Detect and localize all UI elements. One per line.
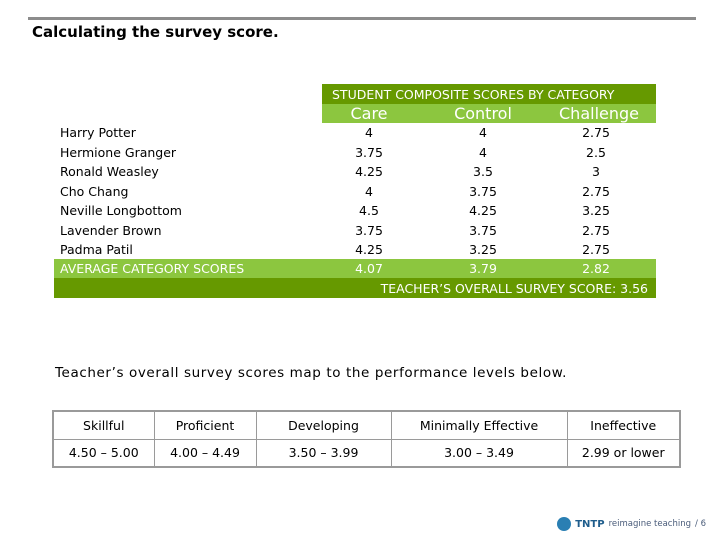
overall-score: TEACHER’S OVERALL SURVEY SCORE: 3.56 [380,281,648,296]
student-name: Padma Patil [60,242,133,257]
table-row: Ronald Weasley 4.25 3.5 3 [54,162,656,181]
table-row: Neville Longbottom 4.5 4.25 3.25 [54,201,656,220]
range-skillful: 4.50 – 5.00 [52,438,155,468]
average-control: 3.79 [469,261,497,276]
challenge-score: 2.5 [586,144,606,160]
table-row: Cho Chang 4 3.75 2.75 [54,182,656,201]
range-ineffective: 2.99 or lower [566,438,681,468]
student-name: Hermione Granger [60,144,177,160]
control-score: 3.5 [473,164,493,179]
student-name: Neville Longbottom [60,203,182,218]
brand-tagline: reimagine teaching [608,519,692,529]
table-row: Hermione Granger 3.75 4 2.5 [54,143,656,162]
care-score: 4 [365,183,373,199]
level-proficient: Proficient [153,410,257,440]
brand-name: TNTP [575,518,605,530]
care-score: 4.25 [355,164,383,179]
average-care: 4.07 [355,261,383,276]
control-score: 3.75 [469,222,497,238]
challenge-score: 2.75 [582,222,610,238]
control-score: 3.25 [469,242,497,257]
care-score: 4.25 [355,242,383,257]
range-minimally-effective: 3.00 – 3.49 [390,438,568,468]
challenge-score: 2.75 [582,183,610,199]
column-header-challenge: Challenge [559,104,639,123]
table-row: Lavender Brown 3.75 3.75 2.75 [54,221,656,240]
care-score: 4.5 [359,203,379,218]
column-headers: Care Control Challenge [322,104,656,123]
challenge-score: 3 [592,164,600,179]
table-header: STUDENT COMPOSITE SCORES BY CATEGORY [322,84,656,104]
level-minimally-effective: Minimally Effective [390,410,568,440]
column-header-control: Control [454,104,512,123]
average-challenge: 2.82 [582,261,610,276]
student-name: Lavender Brown [60,222,162,238]
page-number: / 6 [695,519,706,529]
level-ineffective: Ineffective [566,410,681,440]
title-rule [28,17,696,20]
level-header-row: Skillful Proficient Developing Minimally… [52,410,681,440]
average-row: AVERAGE CATEGORY SCORES 4.07 3.79 2.82 [54,259,656,278]
performance-map-caption: Teacher’s overall survey scores map to t… [55,365,567,381]
control-score: 4.25 [469,203,497,218]
column-header-care: Care [350,104,388,123]
table-row: Harry Potter 4 4 2.75 [54,123,656,142]
level-range-row: 4.50 – 5.00 4.00 – 4.49 3.50 – 3.99 3.00… [52,438,681,468]
tntp-logo-icon [557,517,572,531]
challenge-score: 2.75 [582,125,610,140]
performance-levels-table: Skillful Proficient Developing Minimally… [52,410,681,468]
average-label: AVERAGE CATEGORY SCORES [60,261,245,276]
range-developing: 3.50 – 3.99 [255,438,392,468]
table-header-title: STUDENT COMPOSITE SCORES BY CATEGORY [332,87,615,102]
slide-title: Calculating the survey score. [32,23,279,41]
care-score: 3.75 [355,144,383,160]
overall-score-row: TEACHER’S OVERALL SURVEY SCORE: 3.56 [54,278,656,298]
care-score: 3.75 [355,222,383,238]
range-proficient: 4.00 – 4.49 [153,438,257,468]
student-name: Cho Chang [60,183,129,199]
level-developing: Developing [255,410,392,440]
control-score: 4 [479,125,487,140]
challenge-score: 3.25 [582,203,610,218]
control-score: 3.75 [469,183,497,199]
care-score: 4 [365,125,373,140]
level-skillful: Skillful [52,410,155,440]
student-name: Ronald Weasley [60,164,159,179]
challenge-score: 2.75 [582,242,610,257]
control-score: 4 [479,144,487,160]
student-name: Harry Potter [60,125,136,140]
footer: TNTP reimagine teaching / 6 [557,517,706,531]
table-row: Padma Patil 4.25 3.25 2.75 [54,240,656,259]
